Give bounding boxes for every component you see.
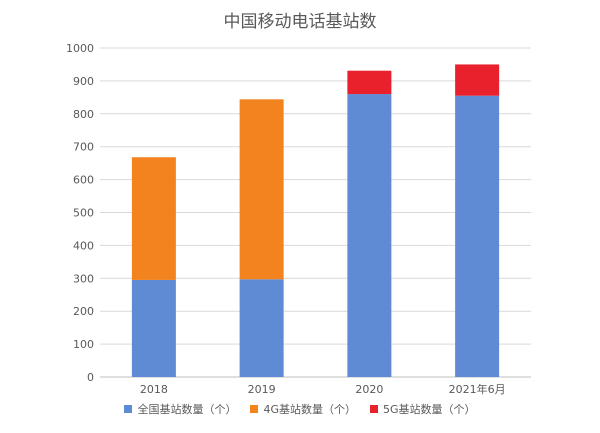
legend-swatch-total (124, 405, 133, 413)
y-tick-label: 900 (73, 75, 94, 88)
bar-segment-total (347, 94, 392, 377)
y-tick-label: 700 (73, 141, 94, 154)
y-tick-label: 400 (73, 239, 94, 252)
chart-legend: 全国基站数量（个） 4G基站数量（个） 5G基站数量（个） (0, 401, 600, 417)
y-tick-label: 800 (73, 108, 94, 121)
legend-item-4g: 4G基站数量（个） (250, 401, 356, 417)
bar-segment-5g (455, 64, 500, 96)
x-tick-label: 2018 (140, 383, 168, 396)
legend-label-5g: 5G基站数量（个） (383, 403, 476, 416)
legend-item-total: 全国基站数量（个） (124, 401, 236, 417)
legend-swatch-5g (370, 405, 378, 413)
y-tick-label: 100 (73, 338, 94, 351)
y-tick-label: 500 (73, 207, 94, 220)
bar-segment-4g (239, 99, 284, 280)
y-tick-label: 600 (73, 174, 94, 187)
y-tick-label: 300 (73, 272, 94, 285)
bar-segment-4g (131, 157, 176, 280)
y-tick-label: 200 (73, 305, 94, 318)
legend-swatch-4g (250, 405, 259, 413)
y-tick-label: 0 (87, 371, 94, 384)
x-tick-label: 2021年6月 (449, 382, 506, 396)
chart-title: 中国移动电话基站数 (223, 12, 377, 32)
y-tick-label: 1000 (66, 42, 94, 55)
legend-label-4g: 4G基站数量（个） (263, 403, 356, 416)
bar-segment-5g (347, 70, 392, 95)
legend-label-total: 全国基站数量（个） (137, 403, 237, 416)
bar-segment-total (239, 279, 284, 377)
x-tick-label: 2020 (355, 383, 383, 396)
bar-segment-total (455, 95, 500, 377)
legend-item-5g: 5G基站数量（个） (370, 401, 476, 417)
x-tick-label: 2019 (248, 383, 276, 396)
bar-segment-total (131, 279, 176, 377)
